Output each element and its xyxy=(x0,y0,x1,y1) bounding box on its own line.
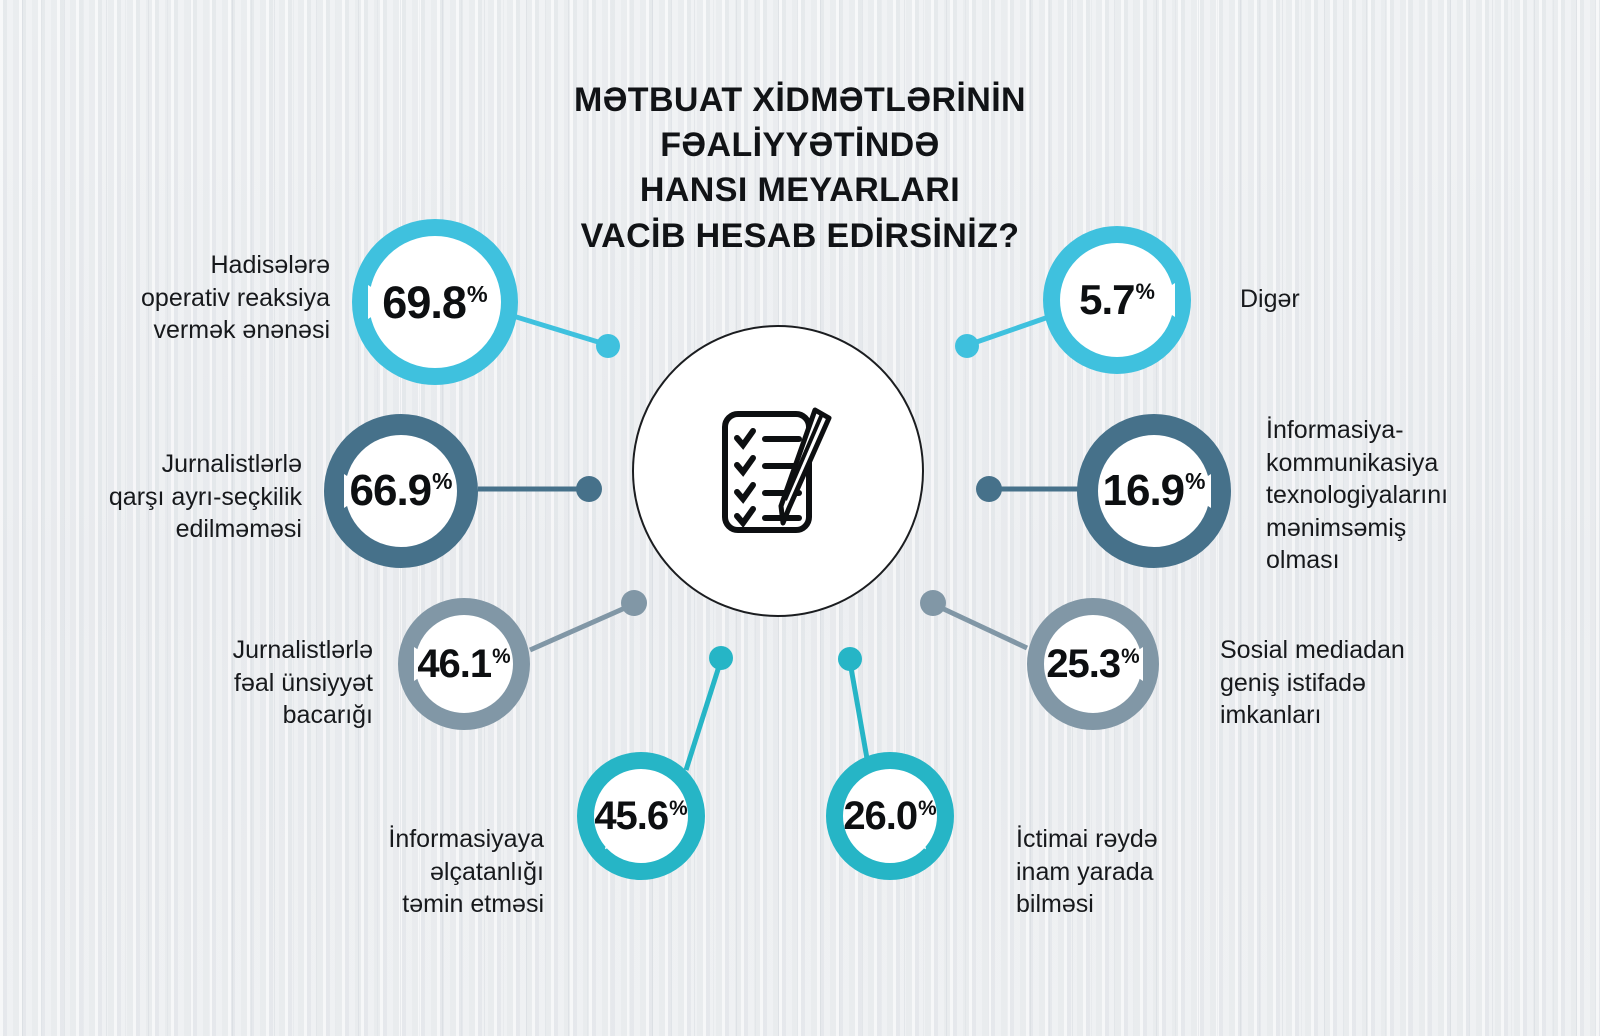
title-line-4: VACİB HESAB EDİRSİNİZ? xyxy=(580,216,1020,255)
bubble-notch-icon xyxy=(1117,647,1143,681)
bubble-notch-icon xyxy=(1185,474,1211,508)
percent-sign: % xyxy=(492,644,511,668)
title-line-1: MƏTBUAT XİDMƏTLƏRİNİN xyxy=(574,81,1026,119)
connector-dot-5-7 xyxy=(955,334,979,358)
bubble-25-3[interactable]: 25.3% xyxy=(1027,598,1159,730)
bubble-notch-icon xyxy=(1149,283,1175,317)
connector-line-45-6 xyxy=(683,659,724,771)
bubble-notch-icon xyxy=(344,474,370,508)
center-circle xyxy=(632,325,924,617)
connector-dot-26-0 xyxy=(838,647,862,671)
connector-line-69-8 xyxy=(499,309,609,348)
value-69-8: 69.8% xyxy=(382,276,488,328)
connector-dot-46-1 xyxy=(621,590,647,616)
title-line-2: FƏALİYYƏTİNDƏ xyxy=(660,126,940,165)
connector-dot-25-3 xyxy=(920,590,946,616)
label-25-3: Sosial mediadan geniş istifadə imkanları xyxy=(1220,636,1405,729)
value-26-0: 26.0% xyxy=(843,794,937,838)
bubble-26-0[interactable]: 26.0% xyxy=(826,752,954,880)
connector-dot-69-8 xyxy=(596,334,620,358)
page-title: MƏTBUAT XİDMƏTLƏRİNİN FƏALİYYƏTİNDƏ HANS… xyxy=(440,78,1160,259)
bubble-45-6[interactable]: 45.6% xyxy=(577,752,705,880)
bubble-notch-icon xyxy=(414,647,440,681)
label-69-8: Hadisələrə operativ reaksiya vermək ənən… xyxy=(141,251,330,344)
node-46-1[interactable]: 46.1% xyxy=(398,598,530,730)
connector-dot-45-6 xyxy=(709,646,733,670)
percent-sign: % xyxy=(1135,279,1155,304)
node-66-9[interactable]: 66.9% xyxy=(324,414,478,568)
value-5-7: 5.7% xyxy=(1079,276,1155,323)
title-line-3: HANSI MEYARLARI xyxy=(639,171,961,210)
percent-sign: % xyxy=(1185,468,1206,495)
node-25-3[interactable]: 25.3% xyxy=(1027,598,1159,730)
percent-sign: % xyxy=(1121,644,1140,668)
label-16-9: İnformasiya- kommunikasiya texnologiyala… xyxy=(1266,416,1449,574)
connector-dot-16-9 xyxy=(976,476,1002,502)
percent-sign: % xyxy=(432,468,453,495)
label-26-0: İctimai rəydə inam yarada bilməsi xyxy=(1016,825,1158,918)
percent-sign: % xyxy=(669,796,688,820)
value-16-9: 16.9% xyxy=(1102,466,1206,515)
label-45-6: İnformasiyaya əlçatanlığı təmin etməsi xyxy=(388,825,544,918)
connector-line-26-0 xyxy=(847,661,872,771)
node-5-7[interactable]: 5.7% xyxy=(1043,226,1191,374)
node-69-8[interactable]: 69.8% xyxy=(352,219,518,385)
checklist-clipboard-pencil-icon xyxy=(722,407,832,533)
connector-line-46-1 xyxy=(528,601,636,653)
label-66-9: Jurnalistlərlə qarşı ayrı-seçkilik edilm… xyxy=(108,450,302,543)
connector-dot-66-9 xyxy=(576,476,602,502)
label-46-1: Jurnalistlərlə fəal ünsiyyət bacarığı xyxy=(232,636,373,729)
value-66-9: 66.9% xyxy=(349,466,453,515)
percent-sign: % xyxy=(466,280,488,307)
value-45-6: 45.6% xyxy=(594,794,688,838)
percent-sign: % xyxy=(918,796,937,820)
value-25-3: 25.3% xyxy=(1046,642,1140,686)
connector-line-25-3 xyxy=(931,601,1029,651)
node-45-6[interactable]: 45.6% xyxy=(577,752,705,880)
bubble-46-1[interactable]: 46.1% xyxy=(398,598,530,730)
label-5-7: Digər xyxy=(1240,285,1300,313)
node-26-0[interactable]: 26.0% xyxy=(826,752,954,880)
node-16-9[interactable]: 16.9% xyxy=(1077,414,1231,568)
bubble-66-9[interactable]: 66.9% xyxy=(324,414,478,568)
bubble-notch-icon xyxy=(368,285,394,319)
value-46-1: 46.1% xyxy=(417,642,511,686)
bubble-16-9[interactable]: 16.9% xyxy=(1077,414,1231,568)
